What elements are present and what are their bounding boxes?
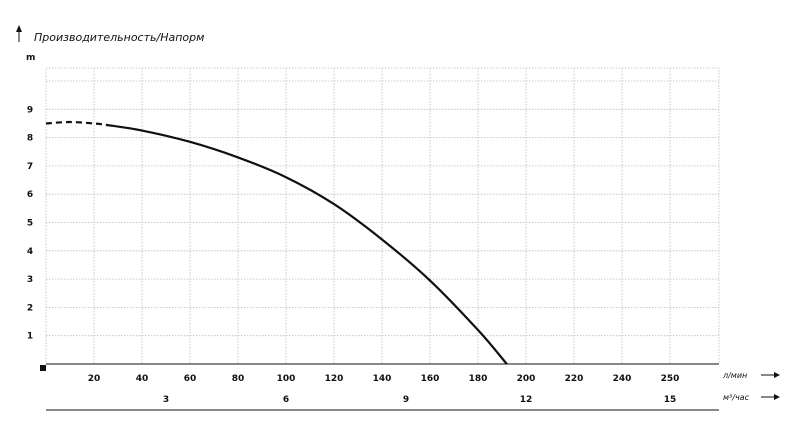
- chart-title: Производительность/Напорм: [34, 31, 204, 44]
- y-tick-label: 6: [27, 190, 33, 200]
- x-tick-label: 80: [232, 374, 245, 384]
- x-tick-label: 180: [469, 374, 488, 384]
- x-axis-arrow: [761, 372, 780, 378]
- x2-tick-label: 6: [283, 395, 289, 405]
- y-tick-label: 2: [27, 303, 33, 313]
- y-tick-label: 1: [27, 332, 33, 342]
- head-curve: [105, 123, 508, 365]
- origin-marker: [40, 365, 46, 371]
- x-tick-label: 240: [613, 374, 632, 384]
- x-tick-label: 120: [325, 374, 344, 384]
- x2-axis-label: м³/час: [723, 393, 750, 402]
- y-tick-label: 4: [27, 247, 33, 257]
- grid-frame: [45, 67, 720, 365]
- x-tick-label: 140: [373, 374, 392, 384]
- y-tick-label: 7: [27, 162, 33, 172]
- x-tick-label: 160: [421, 374, 440, 384]
- y-axis-arrow: [16, 25, 22, 42]
- x2-tick-label: 3: [163, 395, 169, 405]
- series-group: [45, 120, 508, 365]
- x-tick-label: 220: [565, 374, 584, 384]
- y-tick-labels: 1 2 3 4 5 6 7 8 9: [27, 105, 33, 341]
- grid: [45, 67, 720, 365]
- x2-tick-label: 12: [520, 395, 533, 405]
- x-tick-label: 40: [136, 374, 149, 384]
- y-tick-label: 3: [27, 275, 33, 285]
- y-tick-label: 8: [27, 134, 33, 144]
- x-tick-label: 60: [184, 374, 197, 384]
- x-axis-label: л/мин: [722, 371, 747, 380]
- x2-tick-labels: 3 6 9 12 15: [163, 395, 676, 405]
- x-tick-labels: 20 40 60 80 100 120 140 160 180 200 220 240 250: [88, 374, 680, 384]
- y-axis-label: m: [26, 53, 35, 63]
- head-curve-dashed: [45, 120, 107, 126]
- x-tick-label: 250: [661, 374, 680, 384]
- y-tick-label: 5: [27, 219, 33, 229]
- x-tick-label: 200: [517, 374, 536, 384]
- x2-tick-label: 15: [664, 395, 677, 405]
- x2-tick-label: 9: [403, 395, 409, 405]
- x-tick-label: 100: [277, 374, 296, 384]
- y-tick-label: 9: [27, 105, 33, 115]
- x-tick-label: 20: [88, 374, 101, 384]
- x2-axis-arrow: [761, 394, 780, 400]
